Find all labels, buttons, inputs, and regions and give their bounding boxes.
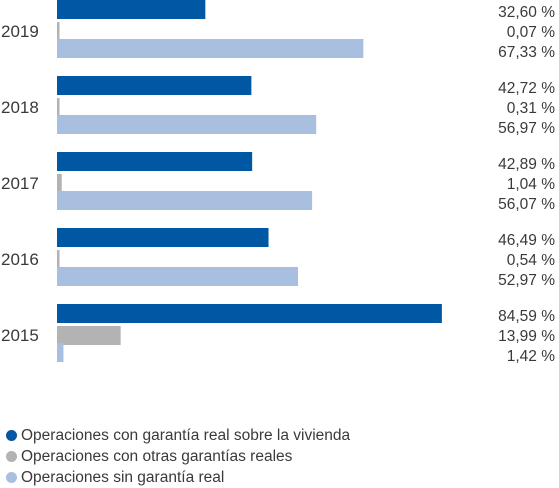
value-label-2018-series-0: 42,72 % [498, 80, 555, 97]
bar-2016-series-1 [57, 250, 60, 269]
bar-2016-series-0 [57, 228, 269, 247]
legend-item-otras: Operaciones con otras garantías reales [6, 446, 350, 467]
value-label-2015-series-0: 84,59 % [498, 308, 555, 325]
value-label-2017-series-1: 1,04 % [507, 176, 555, 193]
legend-label-vivienda: Operaciones con garantía real sobre la v… [21, 426, 351, 444]
legend-label-otras: Operaciones con otras garantías reales [21, 447, 293, 465]
value-label-2019-series-1: 0,07 % [507, 24, 555, 41]
bar-2018-series-1 [57, 98, 60, 117]
legend-label-sin: Operaciones sin garantía real [21, 468, 225, 486]
value-label-2018-series-2: 56,97 % [498, 120, 555, 137]
year-label-2018: 2018 [1, 98, 39, 117]
value-label-2019-series-2: 67,33 % [498, 44, 555, 61]
value-label-2017-series-0: 42,89 % [498, 156, 555, 173]
year-label-2016: 2016 [1, 250, 39, 269]
bar-2015-series-2 [57, 343, 64, 362]
legend-dot-vivienda [6, 430, 17, 441]
value-label-2016-series-1: 0,54 % [507, 252, 555, 269]
year-label-2015: 2015 [1, 326, 39, 345]
legend-item-vivienda: Operaciones con garantía real sobre la v… [6, 425, 350, 446]
year-label-2017: 2017 [1, 174, 39, 193]
bar-2017-series-0 [57, 152, 253, 171]
legend-dot-sin [6, 472, 17, 483]
bar-2019-series-0 [57, 0, 206, 19]
value-label-2019-series-0: 32,60 % [498, 4, 555, 21]
year-label-2019: 2019 [1, 22, 39, 41]
value-label-2016-series-2: 52,97 % [498, 272, 555, 289]
bar-chart: 2019 32,60 % 0,07 % 67,33 % 2018 42,72 % 0,31 … [1, 0, 555, 365]
value-label-2017-series-2: 56,07 % [498, 196, 555, 213]
legend: Operaciones con garantía real sobre la v… [6, 425, 350, 488]
bar-2017-series-2 [57, 191, 313, 210]
value-label-2015-series-2: 1,42 % [507, 348, 555, 365]
value-label-2016-series-0: 46,49 % [498, 232, 555, 249]
bar-2019-series-2 [57, 39, 364, 58]
legend-item-sin: Operaciones sin garantía real [6, 467, 350, 488]
bar-2018-series-0 [57, 76, 252, 95]
value-label-2015-series-1: 13,99 % [498, 328, 555, 345]
bar-2018-series-2 [57, 115, 317, 134]
bar-2019-series-1 [57, 22, 60, 41]
bar-2015-series-0 [57, 304, 442, 323]
bar-2016-series-2 [57, 267, 299, 286]
bar-2017-series-1 [57, 174, 62, 193]
bar-2015-series-1 [57, 326, 121, 345]
legend-dot-otras [6, 451, 17, 462]
value-label-2018-series-1: 0,31 % [507, 100, 555, 117]
